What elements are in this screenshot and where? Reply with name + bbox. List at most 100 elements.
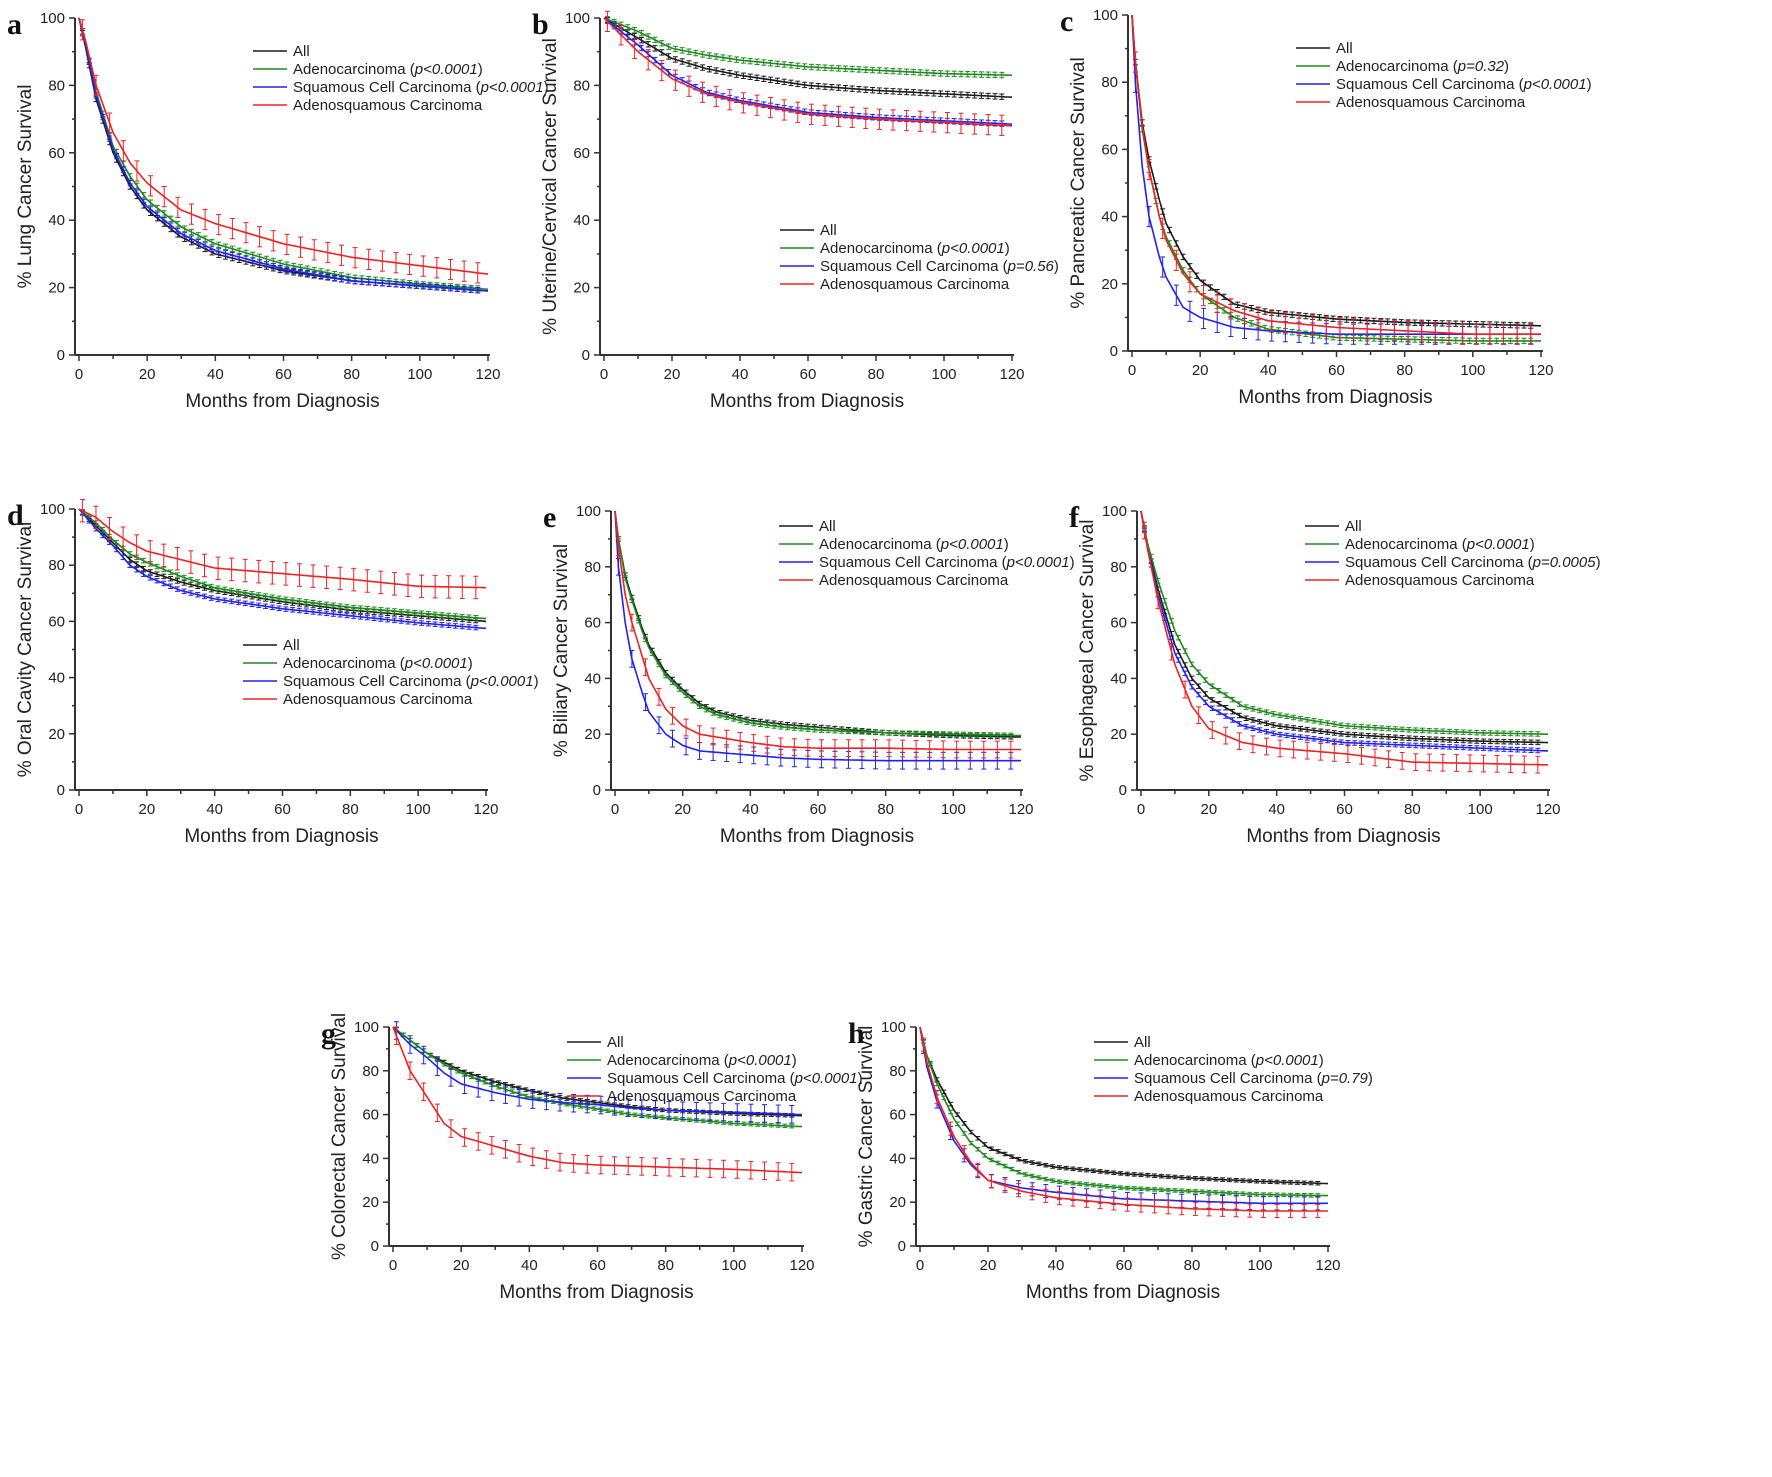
error-bar-adenosquamous [985,114,991,136]
error-bar-adeno [188,577,194,583]
error-bar-adeno [737,717,743,724]
panel-h: h 0 20 40 60 80 100 0 20 40 60 80 100 120 Months from … [841,1009,1375,1338]
y-axis-title: % Uterine/Cervical Cancer Survival [540,38,561,335]
error-bar-adeno [839,728,845,734]
error-bar-adenosquamous [1331,744,1337,762]
error-bar-adenosquamous [764,735,770,754]
legend-item-adenosquamous: Adenosquamous Carcinoma [780,276,1010,293]
error-bar-adenosquamous [310,564,316,588]
error-bar-squamous [161,580,167,587]
error-bar-adeno [591,1106,597,1111]
y-tick-label: 80 [1101,74,1118,91]
error-bar-adeno [673,1116,679,1121]
error-bar-adeno [886,730,892,736]
error-bar-adenosquamous [1277,739,1283,758]
error-bar-adeno [1406,727,1412,733]
error-bar-adeno [466,614,472,620]
error-bar-adeno [638,29,644,37]
legend-item-adeno: Adenocarcinoma (p<0.0001) [567,1052,797,1069]
error-bar-squamous [236,253,242,261]
error-bar-adeno [785,724,791,731]
error-bar-adenosquamous [1501,323,1507,345]
error-bar-squamous [134,566,140,573]
legend-item-squamous: Squamous Cell Carcinoma (p<0.0001) [779,554,1075,571]
x-tick-label: 0 [389,1257,397,1274]
error-bar-adenosquamous [1288,1203,1294,1219]
legend-label: All [1134,1034,1151,1051]
error-bar-squamous [351,613,357,619]
series-line-adenosquamous [78,508,487,589]
legend-label: Squamous Cell Carcinoma (p<0.0001) [283,673,539,690]
error-bar-squamous [127,562,133,568]
error-bar-adenosquamous [475,262,481,284]
error-bar-squamous [1243,723,1249,730]
error-bar-all [1420,736,1426,742]
y-tick-label: 80 [362,1063,379,1080]
y-tick-label: 100 [565,10,590,27]
error-bar-adenosquamous [1220,1202,1226,1217]
error-bar-adeno [242,589,248,596]
y-tick-label: 60 [48,145,65,162]
error-bar-adenosquamous [1391,319,1397,341]
error-bar-squamous [127,179,133,187]
error-bar-all [1248,304,1254,312]
error-bar-adeno [181,574,187,581]
error-bar-all [931,90,937,97]
error-bar-adenosquamous [958,112,964,134]
error-bar-adenosquamous [656,687,662,706]
error-bar-adenosquamous [378,570,384,595]
y-tick-label: 100 [40,10,65,27]
error-bar-all [1501,738,1507,745]
error-bar-adeno [717,712,723,719]
error-bar-adenosquamous [419,574,425,599]
error-bar-adenosquamous [1378,319,1384,341]
error-bar-all [1291,725,1297,731]
x-tick-label: 20 [664,366,681,383]
error-bar-all [1145,1173,1151,1178]
error-bar-squamous [1440,743,1446,750]
error-bar-squamous [154,577,160,584]
error-bar-adeno [1501,730,1507,737]
x-tick-label: 60 [800,366,817,383]
error-bar-all [1311,727,1317,734]
error-bar-squamous [1189,684,1195,690]
error-bar-adeno [1386,725,1392,732]
x-tick-label: 100 [721,1257,746,1274]
error-bar-adeno [802,63,808,70]
error-bar-all [910,89,916,96]
error-bar-adeno [1345,723,1351,729]
x-tick-label: 60 [1336,801,1353,818]
error-bar-adeno [798,725,804,732]
error-bar-adenosquamous [446,575,452,599]
error-bar-adenosquamous [707,1159,713,1178]
error-bar-all [174,578,180,584]
x-tick-label: 60 [589,1257,606,1274]
error-bar-squamous [427,283,433,290]
error-bar-adeno [473,614,479,621]
error-bar-squamous [748,1103,754,1123]
error-bar-adeno [933,731,939,737]
error-bar-adeno [283,596,289,603]
error-bar-all [1433,736,1439,743]
panel-e: e 0 20 40 60 80 100 0 20 40 60 80 100 120 Months from … [536,493,1075,882]
error-bar-adeno [1420,727,1426,734]
error-bar-all [985,92,991,100]
error-bar-adenosquamous [407,1061,413,1081]
error-bar-adeno [148,199,154,206]
error-bar-squamous [1392,741,1398,748]
error-bar-all [1084,1167,1090,1173]
error-bar-adenosquamous [1097,1195,1103,1210]
series-line-adeno [1140,510,1549,735]
error-bar-adenosquamous [216,213,222,236]
error-bar-all [1315,1181,1321,1186]
error-bar-adenosquamous [1446,322,1452,344]
error-bar-adeno [842,65,848,72]
error-bar-adeno [1392,726,1398,732]
error-bar-squamous [263,261,269,268]
error-bar-all [1289,311,1295,318]
error-bar-squamous [707,1102,713,1121]
x-tick-label: 100 [406,801,431,818]
error-bar-all [1166,226,1172,234]
error-bar-adenosquamous [1315,1203,1321,1219]
error-bar-adenosquamous [789,1162,795,1182]
